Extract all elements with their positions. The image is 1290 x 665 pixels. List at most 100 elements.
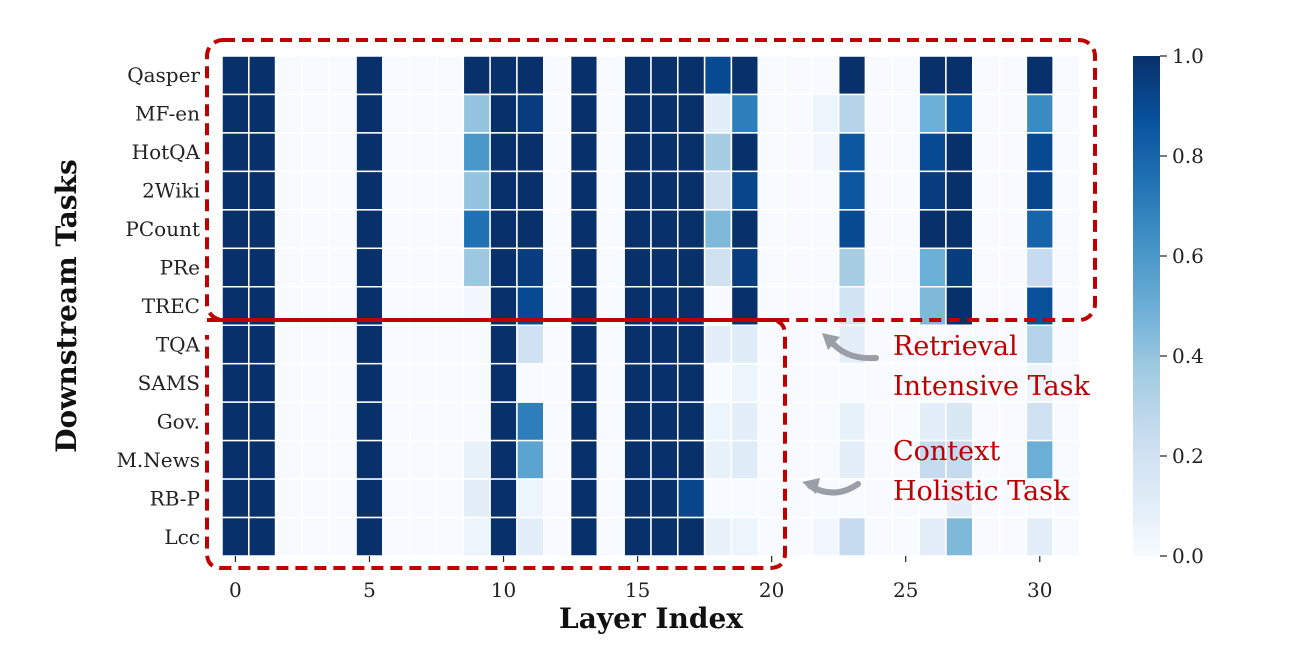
x-tick-label: 15 [625, 578, 650, 602]
heatmap-cell [408, 247, 438, 288]
heatmap-cell [543, 55, 572, 96]
heatmap-cell [864, 478, 894, 519]
heatmap-cell [623, 93, 652, 134]
heatmap-cell [382, 516, 411, 557]
heatmap-cell [757, 362, 786, 403]
heatmap-cell [301, 93, 330, 134]
heatmap-cell [650, 209, 679, 250]
heatmap-cell [1025, 209, 1054, 250]
heatmap-cell [945, 132, 974, 173]
heatmap-cell [864, 401, 894, 442]
heatmap-cell [248, 93, 277, 134]
heatmap-cell [382, 132, 411, 173]
heatmap-cell [435, 478, 465, 519]
heatmap-cell [811, 209, 840, 250]
heatmap-cell [221, 324, 250, 365]
heatmap-cell [784, 55, 813, 96]
colorbar-tick-label: 0.2 [1172, 444, 1204, 468]
heatmap-cell [703, 362, 733, 403]
y-tick-label: Qasper [127, 63, 200, 87]
y-axis-label: Downstream Tasks [50, 159, 83, 452]
colorbar-ticks: 0.0 0.2 0.4 0.6 0.8 1.0 [1160, 44, 1204, 568]
heatmap-cell [301, 401, 330, 442]
heatmap-cell [918, 93, 947, 134]
heatmap-cell [516, 55, 545, 96]
heatmap-cell [677, 516, 706, 557]
heatmap-cell [811, 516, 840, 557]
x-tick-label: 10 [491, 578, 516, 602]
heatmap-cell [596, 93, 625, 134]
x-tick-labels: 0 5 10 15 20 25 30 [229, 556, 1053, 602]
heatmap-cell [355, 439, 384, 480]
heatmap-cell [462, 209, 491, 250]
heatmap-cell [864, 209, 894, 250]
heatmap-cell [328, 362, 357, 403]
heatmap-cell [1052, 516, 1081, 557]
heatmap-cell [945, 362, 974, 403]
heatmap-cell [408, 132, 438, 173]
heatmap-cell [757, 324, 786, 365]
heatmap-cell [301, 247, 330, 288]
heatmap-cell [435, 516, 465, 557]
heatmap-cell [248, 209, 277, 250]
heatmap-cell [730, 362, 759, 403]
heatmap-cell [998, 478, 1028, 519]
heatmap-cell [623, 170, 652, 211]
heatmap-cell [837, 439, 867, 480]
heatmap-cell [221, 401, 250, 442]
heatmap-cell [462, 478, 491, 519]
heatmap-cell [1052, 439, 1081, 480]
heatmap-cell [462, 170, 491, 211]
heatmap-cell [891, 324, 920, 365]
heatmap-cell [328, 93, 357, 134]
heatmap-cell [623, 362, 652, 403]
heatmap-cell [972, 132, 1001, 173]
heatmap-cell [972, 170, 1001, 211]
heatmap-cell [328, 324, 357, 365]
heatmap-cell [1052, 478, 1081, 519]
heatmap-cell [328, 170, 357, 211]
heatmap-cell [1052, 55, 1081, 96]
heatmap-cell [274, 93, 304, 134]
y-tick-label: TQA [156, 332, 201, 356]
heatmap-cell [891, 209, 920, 250]
heatmap-cell [703, 478, 733, 519]
heatmap-cell [784, 401, 813, 442]
heatmap-cell [945, 324, 974, 365]
heatmap-cell [650, 170, 679, 211]
heatmap-cell [1025, 247, 1054, 288]
heatmap-cell [918, 209, 947, 250]
heatmap-cell [1052, 170, 1081, 211]
heatmap-cell [221, 170, 250, 211]
heatmap-cell [489, 362, 518, 403]
heatmap-cell [623, 209, 652, 250]
heatmap-cell [730, 132, 759, 173]
heatmap-cell [1025, 132, 1054, 173]
heatmap-cell [596, 55, 625, 96]
heatmap-cell [677, 478, 706, 519]
heatmap-cell [945, 401, 974, 442]
heatmap-cell [864, 362, 894, 403]
heatmap-cell [408, 516, 438, 557]
heatmap-cell [918, 55, 947, 96]
heatmap-cell [998, 132, 1028, 173]
heatmap-cell [650, 55, 679, 96]
heatmap-cell [918, 247, 947, 288]
heatmap-cell [891, 478, 920, 519]
heatmap-cell [221, 362, 250, 403]
heatmap-cell [891, 401, 920, 442]
heatmap-cell [489, 132, 518, 173]
heatmap-cell [1052, 362, 1081, 403]
heatmap-cell [650, 439, 679, 480]
heatmap-cell [596, 170, 625, 211]
heatmap-cell [516, 209, 545, 250]
heatmap-cell [408, 401, 438, 442]
heatmap-cell [569, 401, 599, 442]
y-tick-label: TREC [142, 294, 200, 318]
heatmap-cells [221, 55, 1081, 557]
heatmap-cell [972, 93, 1001, 134]
heatmap-cell [355, 209, 384, 250]
heatmap-cell [784, 362, 813, 403]
heatmap-cell [355, 247, 384, 288]
